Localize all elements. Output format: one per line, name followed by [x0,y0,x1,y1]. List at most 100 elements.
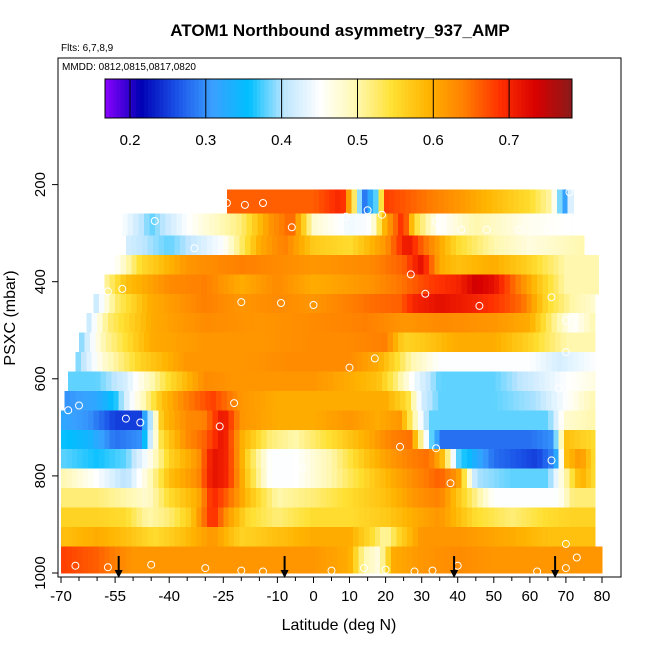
heatmap-cell [257,371,264,392]
heatmap-cell [255,488,262,509]
heatmap-cell [125,293,132,314]
heatmap-cell [367,352,374,373]
heatmap-cell [356,313,363,334]
heatmap-cell [443,352,450,373]
heatmap-cell [591,429,596,450]
heatmap-cell [454,390,461,411]
heatmap-cell [542,546,549,574]
heatmap-cell [378,189,385,215]
heatmap-cell [401,235,408,256]
heatmap-cell [452,371,459,392]
heatmap-cell [234,468,241,489]
heatmap-cell [140,352,147,373]
heatmap-cell [142,429,149,450]
heatmap-cell [418,235,425,256]
heatmap-cell [434,507,441,528]
heatmap-cell [461,546,468,574]
heatmap-cell [284,371,291,392]
heatmap-cell [531,410,538,431]
heatmap-cell [138,332,145,353]
heatmap-cell [281,390,288,411]
heatmap-cell [125,526,132,547]
heatmap-cell [320,546,327,574]
heatmap-cell [216,390,223,411]
heatmap-cell [547,429,554,450]
heatmap-cell [511,332,518,353]
heatmap-cell [266,274,273,295]
colorbar-segment [560,79,565,118]
colorbar-segment [105,79,110,118]
heatmap-cell [574,293,581,314]
heatmap-cell [374,449,381,470]
heatmap-cell [506,371,513,392]
heatmap-cell [472,429,479,450]
heatmap-cell [93,546,100,574]
heatmap-cell [178,313,185,334]
heatmap-cell [353,468,360,489]
heatmap-cell [192,332,199,353]
heatmap-cell [466,488,473,509]
heatmap-cell [174,488,181,509]
heatmap-cell [358,293,365,314]
heatmap-cell [324,352,331,373]
heatmap-cell [391,410,398,431]
colorbar-segment [424,79,429,118]
heatmap-cell [167,390,174,411]
heatmap-cell [385,546,392,574]
heatmap-cell [450,488,457,509]
heatmap-cell [104,449,111,470]
heatmap-cell [309,507,316,528]
heatmap-cell [508,390,515,411]
heatmap-cell [540,189,547,215]
heatmap-cell [250,429,257,450]
colorbar-segment [252,79,258,118]
heatmap-cell [190,449,197,470]
heatmap-cell [537,410,544,431]
colorbar-segment [494,79,499,118]
heatmap-cell [564,449,571,470]
heatmap-cell [407,410,414,431]
heatmap-cell [560,332,567,353]
heatmap-cell [556,352,563,373]
heatmap-cell [239,468,246,489]
heatmap-cell [244,449,251,470]
heatmap-cell [493,274,500,295]
heatmap-cell [580,468,587,489]
heatmap-cell [266,526,273,547]
heatmap-cell [410,313,417,334]
heatmap-cell [109,507,116,528]
heatmap-cell [286,313,293,334]
heatmap-cell [493,293,500,314]
heatmap-cell [253,189,260,215]
heatmap-cell [185,254,192,275]
heatmap-cell [482,274,489,295]
heatmap-cell [142,488,149,509]
heatmap-cell [564,274,571,295]
heatmap-cell [472,293,479,314]
x-tick-label: 0 [309,588,317,605]
heatmap-cell [127,213,134,237]
colorbar-segment [564,79,569,118]
heatmap-cell [362,313,369,334]
heatmap-cell [396,507,403,528]
heatmap-cell [363,254,370,275]
heatmap-cell [216,352,223,373]
heatmap-cell [482,429,489,450]
heatmap-cell [88,449,95,470]
heatmap-cell [286,189,293,215]
heatmap-cell [183,313,190,334]
heatmap-cell [470,390,477,411]
heatmap-cell [122,371,129,392]
heatmap-cell [591,410,596,431]
heatmap-cell [466,507,473,528]
heatmap-cell [261,546,268,574]
heatmap-cell [389,313,396,334]
heatmap-cell [136,410,143,431]
heatmap-cell [562,352,569,373]
observation-point [457,225,466,234]
colorbar-segment [151,79,157,118]
colorbar-segment [466,79,472,118]
heatmap-cell [569,488,576,509]
heatmap-cell [427,313,434,334]
heatmap-cell [329,189,336,215]
